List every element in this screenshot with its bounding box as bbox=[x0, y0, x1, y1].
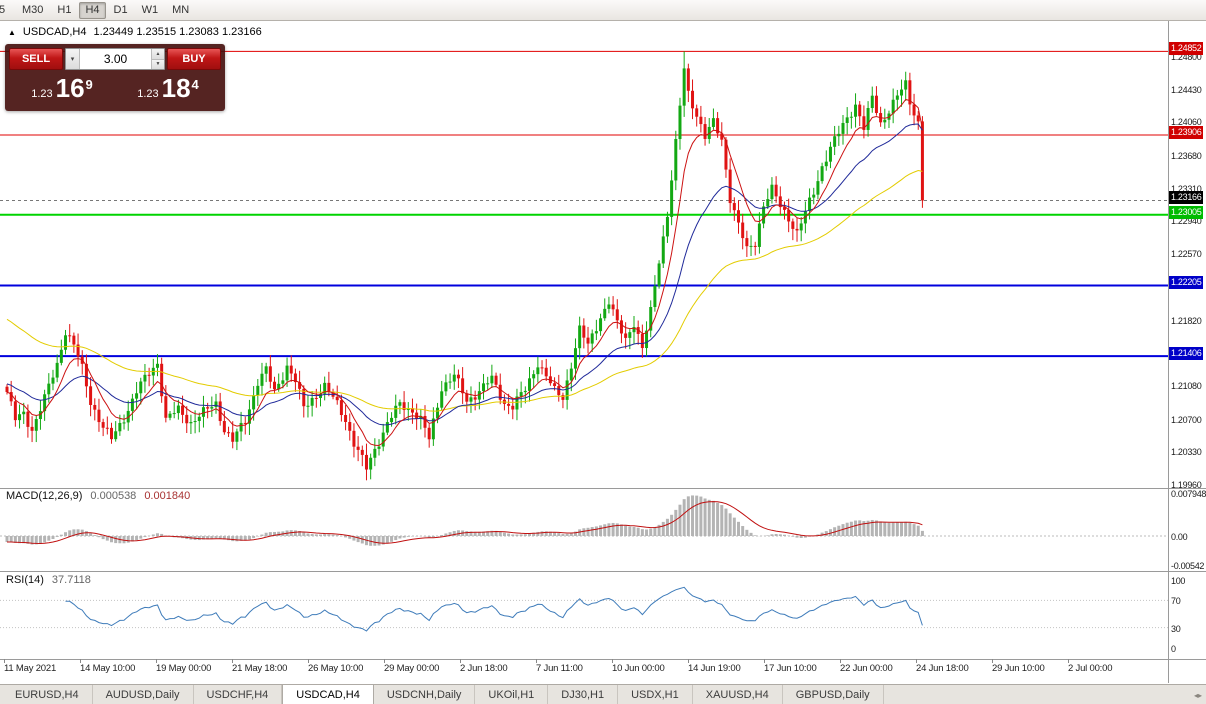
time-axis-label: 7 Jun 11:00 bbox=[536, 663, 583, 674]
macd-indicator-label: MACD(12,26,9) 0.000538 0.001840 bbox=[6, 490, 191, 502]
chart-tab-gbpusd-daily[interactable]: GBPUSD,Daily bbox=[783, 685, 884, 704]
volume-dropdown-icon[interactable]: ▾ bbox=[66, 49, 80, 69]
chart-symbol-overlay: ▲ USDCAD,H4 1.23449 1.23515 1.23083 1.23… bbox=[8, 26, 262, 38]
rsi-axis-tick: 70 bbox=[1171, 596, 1181, 606]
time-axis-label: 17 Jun 10:00 bbox=[764, 663, 817, 674]
candles-layer bbox=[5, 51, 924, 481]
macd-axis-tick: 0.00 bbox=[1171, 532, 1188, 542]
price-axis-tick: 1.20700 bbox=[1171, 415, 1202, 425]
price-level-badge: 1.23906 bbox=[1169, 126, 1204, 139]
macd-histogram-layer bbox=[5, 495, 924, 546]
sell-price-prefix: 1.23 bbox=[31, 88, 53, 100]
volume-up-button[interactable]: ▲ bbox=[152, 49, 164, 60]
rsi-line bbox=[65, 586, 923, 632]
rsi-indicator-label: RSI(14) 37.7118 bbox=[6, 574, 91, 586]
timeframe-toolbar: 5 M30 H1 H4 D1 W1 MN bbox=[0, 0, 1206, 21]
price-level-badge: 1.22205 bbox=[1169, 276, 1204, 289]
sell-price-pip: 9 bbox=[85, 77, 93, 92]
sell-price-big: 16 bbox=[55, 73, 85, 103]
price-axis-tick: 1.22570 bbox=[1171, 249, 1202, 259]
price-level-badge: 1.21406 bbox=[1169, 347, 1204, 360]
price-axis-tick: 1.24800 bbox=[1171, 52, 1202, 62]
time-axis-label: 21 May 18:00 bbox=[232, 663, 288, 674]
chart-tab-eurusd-h4[interactable]: EURUSD,H4 bbox=[2, 685, 93, 704]
sell-button[interactable]: SELL bbox=[9, 48, 63, 70]
volume-control: ▾ ▲ ▼ bbox=[65, 48, 165, 70]
ma-mid-line bbox=[6, 123, 923, 426]
volume-input[interactable] bbox=[80, 49, 151, 69]
chart-tab-usdcnh-daily[interactable]: USDCNH,Daily bbox=[374, 685, 476, 704]
chart-ohlc-values: 1.23449 1.23515 1.23083 1.23166 bbox=[93, 26, 262, 38]
price-axis-tick: 1.19960 bbox=[1171, 480, 1202, 490]
price-axis-tick: 1.20330 bbox=[1171, 447, 1202, 457]
time-axis-label: 22 Jun 00:00 bbox=[840, 663, 893, 674]
ma-fast-line bbox=[6, 98, 923, 447]
time-axis-label: 29 May 00:00 bbox=[384, 663, 440, 674]
bid-price-badge: 1.23166 bbox=[1169, 191, 1204, 204]
rsi-axis-tick: 30 bbox=[1171, 624, 1181, 634]
chart-tab-ukoil-h1[interactable]: UKOil,H1 bbox=[475, 685, 549, 704]
timeframe-button-d1[interactable]: D1 bbox=[113, 4, 128, 16]
buy-price-big: 18 bbox=[161, 73, 191, 103]
chart-tabs-bar: EURUSD,H4 AUDUSD,Daily USDCHF,H4 USDCAD,H4 U… bbox=[0, 684, 1206, 704]
price-axis-tick: 1.23310 bbox=[1171, 184, 1202, 194]
price-axis-tick: 1.21080 bbox=[1171, 381, 1202, 391]
price-level-badge: 1.23005 bbox=[1169, 206, 1204, 219]
volume-down-button[interactable]: ▼ bbox=[152, 59, 164, 69]
one-click-toggle-icon[interactable]: ▲ bbox=[8, 27, 16, 37]
macd-axis-tick: 0.007948 bbox=[1171, 489, 1206, 499]
time-axis-label: 10 Jun 00:00 bbox=[612, 663, 665, 674]
buy-price-display: 1.23 18 4 bbox=[115, 73, 221, 107]
chart-tab-xauusd-h4[interactable]: XAUUSD,H4 bbox=[693, 685, 783, 704]
price-level-badge: 1.24852 bbox=[1169, 42, 1204, 55]
chart-tab-audusd-daily[interactable]: AUDUSD,Daily bbox=[93, 685, 194, 704]
price-axis-tick: 1.23680 bbox=[1171, 151, 1202, 161]
buy-price-pip: 4 bbox=[191, 77, 199, 92]
price-axis-tick: 1.22940 bbox=[1171, 216, 1202, 226]
price-axis-tick: 1.24060 bbox=[1171, 117, 1202, 127]
time-axis-label: 24 Jun 18:00 bbox=[916, 663, 969, 674]
timeframe-button-m30[interactable]: M30 bbox=[22, 4, 44, 16]
macd-axis-tick: -0.00542 bbox=[1171, 561, 1205, 571]
time-axis-label: 14 May 10:00 bbox=[80, 663, 136, 674]
timeframe-button-w1[interactable]: W1 bbox=[141, 4, 159, 16]
timeframe-button-5[interactable]: 5 bbox=[0, 2, 14, 19]
chart-tab-usdchf-h4[interactable]: USDCHF,H4 bbox=[194, 685, 283, 704]
rsi-axis-tick: 100 bbox=[1171, 576, 1186, 586]
buy-price-prefix: 1.23 bbox=[137, 88, 159, 100]
time-axis-label: 29 Jun 10:00 bbox=[992, 663, 1045, 674]
price-axis-tick: 1.24430 bbox=[1171, 85, 1202, 95]
buy-button[interactable]: BUY bbox=[167, 48, 221, 70]
sell-price-display: 1.23 16 9 bbox=[9, 73, 115, 107]
time-axis-label: 2 Jul 00:00 bbox=[1068, 663, 1113, 674]
timeframe-button-mn[interactable]: MN bbox=[172, 4, 190, 16]
ma-slow-line bbox=[6, 169, 923, 412]
time-axis-label: 19 May 00:00 bbox=[156, 663, 212, 674]
time-axis-label: 2 Jun 18:00 bbox=[460, 663, 508, 674]
price-axis-tick: 1.21820 bbox=[1171, 316, 1202, 326]
time-axis-label: 14 Jun 19:00 bbox=[688, 663, 741, 674]
rsi-axis-tick: 0 bbox=[1171, 644, 1176, 654]
chart-tab-dj30-h1[interactable]: DJ30,H1 bbox=[548, 685, 619, 704]
chart-symbol-label: USDCAD,H4 bbox=[22, 26, 87, 38]
time-axis-label: 26 May 10:00 bbox=[308, 663, 364, 674]
chart-tab-usdx-h1[interactable]: USDX,H1 bbox=[618, 685, 693, 704]
time-axis-label: 11 May 2021 bbox=[4, 663, 57, 674]
chart-tab-usdcad-h4[interactable]: USDCAD,H4 bbox=[282, 684, 374, 704]
macd-signal-line bbox=[7, 501, 923, 545]
timeframe-button-h4[interactable]: H4 bbox=[79, 1, 106, 19]
tab-scroll-arrows-icon[interactable]: ◂▸ bbox=[1193, 690, 1202, 700]
timeframe-button-h1[interactable]: H1 bbox=[57, 4, 72, 16]
